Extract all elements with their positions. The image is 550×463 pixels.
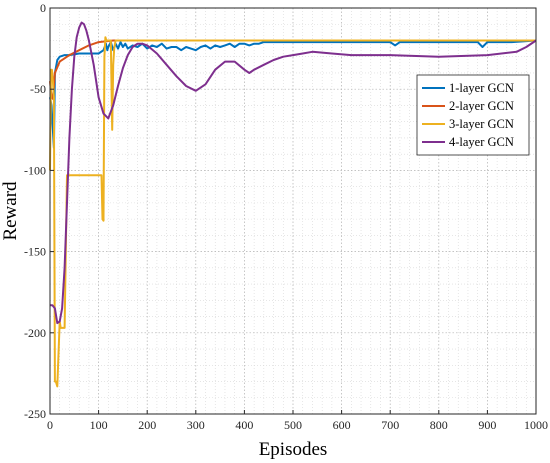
x-tick-label: 500 bbox=[284, 418, 302, 432]
legend: 1-layer GCN 2-layer GCN 3-layer GCN 4-layer… bbox=[416, 74, 530, 156]
x-axis-ticks: 0 100 200 300 400 500 600 700 800 900 1000 bbox=[47, 410, 548, 432]
x-axis-label: Episodes bbox=[259, 439, 328, 460]
x-tick-label: 400 bbox=[235, 418, 253, 432]
y-tick-label: -250 bbox=[24, 407, 46, 421]
series-layer bbox=[49, 21, 537, 388]
x-tick-label: 1000 bbox=[524, 418, 548, 432]
y-axis-ticks: 0 -50 -100 -150 -200 -250 bbox=[24, 1, 54, 421]
y-axis-label: Reward bbox=[0, 181, 21, 241]
legend-entry: 4-layer GCN bbox=[449, 135, 514, 149]
x-tick-label: 200 bbox=[138, 418, 156, 432]
y-tick-label: -150 bbox=[24, 245, 46, 259]
legend-entry: 2-layer GCN bbox=[449, 99, 514, 113]
y-tick-label: 0 bbox=[40, 1, 46, 15]
x-tick-label: 0 bbox=[47, 418, 53, 432]
x-tick-label: 800 bbox=[430, 418, 448, 432]
x-tick-label: 900 bbox=[478, 418, 496, 432]
legend-entry: 3-layer GCN bbox=[449, 117, 514, 131]
y-tick-label: -100 bbox=[24, 163, 46, 177]
series-line-3-layer-gcn bbox=[49, 36, 536, 388]
legend-entry: 1-layer GCN bbox=[449, 81, 514, 95]
series-line-4-layer-gcn bbox=[50, 21, 537, 325]
x-tick-label: 700 bbox=[381, 418, 399, 432]
x-tick-label: 600 bbox=[333, 418, 351, 432]
y-tick-label: -50 bbox=[30, 82, 46, 96]
x-tick-label: 100 bbox=[90, 418, 108, 432]
y-tick-label: -200 bbox=[24, 326, 46, 340]
series-line-1-layer-gcn bbox=[49, 39, 537, 149]
x-tick-label: 300 bbox=[187, 418, 205, 432]
